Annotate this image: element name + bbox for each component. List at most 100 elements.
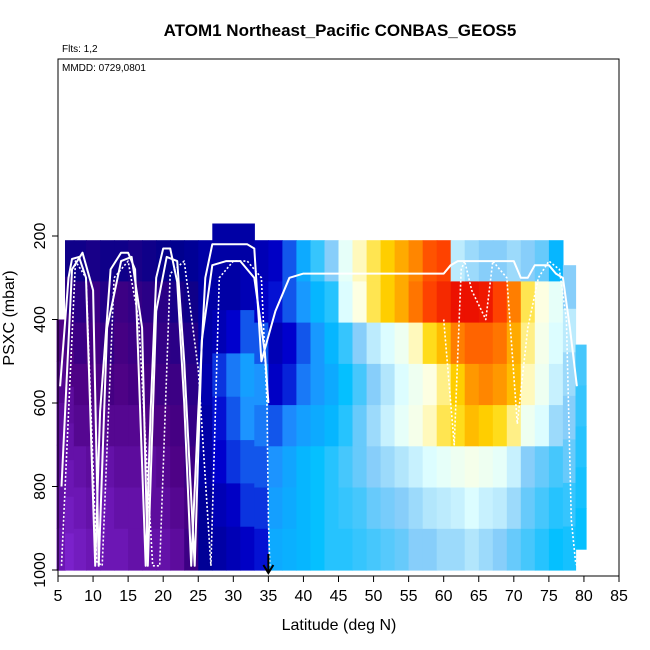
heatmap-cell [226,223,241,268]
heatmap-cell [310,322,326,365]
heatmap-cell [156,487,171,530]
heatmap-cell [366,281,382,324]
heatmap-cell [184,240,199,282]
heatmap-cell [478,322,494,365]
heatmap-cell [352,281,368,324]
heatmap-cell [534,322,550,365]
x-tick-label: 5 [54,588,63,605]
heatmap-cell [436,363,452,406]
heatmap-cell [464,528,480,571]
heatmap-cell [394,528,410,571]
heatmap-cell [212,310,227,354]
heatmap-cell [534,363,550,406]
x-tick-label: 15 [119,588,137,605]
heatmap-cell [254,528,269,571]
heatmap-cell [548,528,564,571]
heatmap-cell [282,405,297,447]
heatmap-cell [436,528,452,571]
heatmap-cell [450,528,466,571]
heatmap-cell [310,281,326,324]
heatmap-cell [114,281,129,324]
heatmap-cell [338,528,354,571]
heatmap-cell [548,446,564,489]
heatmap-cell [114,487,129,530]
heatmap-cell [436,281,452,324]
x-tick-label: 80 [575,588,593,605]
heatmap-cell [268,240,283,282]
heatmap-cell [575,385,587,427]
heatmap-cell [338,405,354,447]
heatmap-cell [408,405,424,447]
heatmap-cell [534,281,550,324]
heatmap-cell [65,240,75,278]
heatmap-cell [408,322,424,365]
heatmap-cell [212,483,227,528]
heatmap-cell [282,487,297,530]
heatmap-cell [380,240,396,282]
heatmap-cell [73,528,87,571]
heatmap-cell [156,405,171,447]
x-tick-label: 45 [330,588,348,605]
x-tick-label: 30 [224,588,242,605]
heatmap-cell [324,322,340,365]
heatmap-cell [534,528,550,571]
heatmap-cell [492,405,508,447]
heatmap-cell [408,487,424,530]
heatmap-cell [478,405,494,447]
heatmap-cell [156,528,171,571]
heatmap-cell [492,322,508,365]
heatmap-cell [324,281,340,324]
heatmap-cell [296,487,311,530]
heatmap-cell [338,363,354,406]
heatmap-cell [170,363,185,406]
heatmap-cell [65,386,75,424]
heatmap-cell [254,363,269,406]
heatmap-cell [212,396,227,441]
heatmap-cell [394,487,410,530]
x-tick-label: 25 [189,588,207,605]
heatmap-cell [240,526,255,571]
y-axis: 200 400 600 800 1000 [32,223,59,588]
heatmap-cell [478,363,494,406]
heatmap-cell [268,487,283,530]
x-tick-label: 50 [365,588,383,605]
x-axis-label: Latitude (deg N) [282,617,397,634]
heatmap-cell [380,363,396,406]
heatmap-cell [366,446,382,489]
heatmap-cell [394,405,410,447]
heatmap-cell [338,240,354,282]
heatmap-cell [478,487,494,530]
heatmap-cell [450,487,466,530]
heatmap-cell [65,533,75,571]
heatmap-cell [65,350,75,388]
heatmap-cell [170,446,185,489]
heatmap-cell [520,363,536,406]
heatmap-cell [464,405,480,447]
heatmap-cell [254,240,269,282]
heatmap-cell [380,528,396,571]
heatmap-cell [56,403,66,446]
heatmap-cell [296,240,311,282]
heatmap-cell [562,482,577,527]
heatmap-cell [212,353,227,398]
y-tick-label: 600 [32,390,49,417]
heatmap-cell [268,405,283,447]
heatmap-cell [520,487,536,530]
heatmap-cell [520,446,536,489]
heatmap-cell [56,528,66,571]
heatmap-cell [254,405,269,447]
heatmap-cell [184,363,199,406]
heatmap-cell [436,446,452,489]
heatmap-cell [422,487,438,530]
x-tick-label: 60 [435,588,453,605]
heatmap-cell [86,240,101,282]
heatmap-cell [282,528,297,571]
heatmap-cell [436,405,452,447]
heatmap-cell [282,322,297,365]
heatmap-cell [128,446,143,489]
heatmap-cell [366,487,382,530]
heatmap-cell [366,363,382,406]
heatmap-cell [65,423,75,461]
x-axis: 5 10 15 20 25 30 35 40 45 50 55 60 65 70 75 80 85 [54,575,628,605]
heatmap-cell [422,281,438,324]
